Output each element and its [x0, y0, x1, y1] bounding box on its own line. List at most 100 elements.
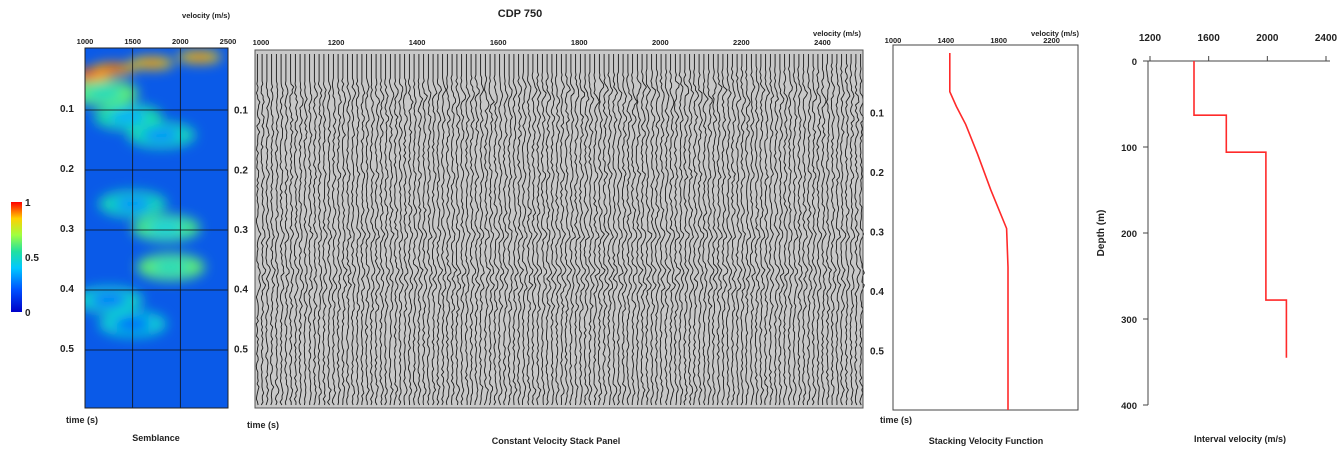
- interval-velocity-x-tick-label: 2400: [1315, 33, 1338, 44]
- cvs-trace: [274, 54, 280, 406]
- semblance-peak-core: [147, 220, 185, 236]
- cvs-x-tick-label: 1400: [409, 38, 426, 47]
- cvs-trace: [279, 54, 285, 406]
- interval-velocity-x-tick-label: 1200: [1139, 33, 1162, 44]
- cvs-trace: [474, 54, 481, 406]
- cvs-trace: [612, 54, 619, 406]
- cvs-ylabel: time (s): [247, 420, 279, 430]
- cvs-trace: [426, 54, 433, 406]
- cvs-trace: [303, 54, 308, 406]
- interval-velocity-y-tick-label: 300: [1121, 315, 1137, 326]
- stacking-velocity-x-tick-label: 1000: [885, 36, 902, 45]
- interval-velocity-ylabel: Depth (m): [1096, 210, 1107, 257]
- cvs-trace: [659, 54, 667, 406]
- cvs-trace: [802, 54, 809, 406]
- cvs-trace: [369, 54, 376, 406]
- cvs-x-tick-label: 2200: [733, 38, 750, 47]
- interval-velocity-line: [1193, 61, 1288, 358]
- cvs-trace: [816, 54, 823, 406]
- cvs-trace: [783, 54, 790, 406]
- cvs-x-tick-label: 1600: [490, 38, 507, 47]
- semblance-y-tick-label: 0.1: [60, 104, 74, 115]
- cvs-trace: [749, 54, 756, 406]
- semblance-grid: [85, 48, 228, 408]
- cvs-trace: [412, 54, 420, 406]
- stacking-velocity-y-tick-label: 0.4: [870, 287, 884, 298]
- cvs-trace: [488, 54, 495, 406]
- cvs-trace: [260, 54, 267, 406]
- semblance-x-tick-label: 1500: [124, 37, 141, 46]
- cvs-trace: [745, 54, 752, 406]
- cvs-trace: [293, 54, 300, 406]
- cvs-x-tick-label: 1800: [571, 38, 588, 47]
- cvs-y-ticks: 0.1 0.2 0.3 0.4 0.5: [234, 106, 248, 356]
- cvs-trace: [422, 54, 429, 406]
- cvs-trace: [512, 54, 519, 406]
- cvs-trace: [255, 54, 262, 406]
- cvs-trace: [502, 54, 509, 406]
- cvs-trace: [322, 54, 328, 406]
- stacking-velocity-x-tick-label: 1800: [990, 36, 1007, 45]
- cvs-trace: [493, 54, 500, 406]
- colorbar-max-label: 1: [25, 198, 31, 209]
- semblance-peak-core: [109, 109, 147, 125]
- cvs-trace: [597, 54, 606, 406]
- stacking-velocity-y-tick-label: 0.1: [870, 109, 884, 120]
- cvs-trace: [707, 54, 715, 406]
- cvs-trace: [521, 54, 528, 406]
- semblance-peak-core: [85, 85, 123, 101]
- cvs-trace: [407, 54, 414, 406]
- cvs-trace: [346, 54, 352, 406]
- interval-velocity-panel: 1200 1600 2000 2400 0 100 200 300 400 Depth (m)…: [1096, 33, 1338, 444]
- interval-velocity-x-ticks: 1200 1600 2000 2400: [1139, 33, 1338, 61]
- cvs-trace: [716, 54, 723, 406]
- stacking-velocity-x-ticks: 1000 1400 1800 2200: [885, 36, 1060, 45]
- cvs-trace: [393, 54, 400, 406]
- cvs-y-tick-label: 0.3: [234, 225, 248, 236]
- cvs-trace: [650, 54, 657, 406]
- semblance-peak-core: [101, 65, 126, 73]
- cvs-trace: [768, 54, 775, 405]
- cvs-trace: [830, 54, 837, 406]
- semblance-peak-core: [152, 259, 190, 275]
- cvs-trace: [735, 54, 743, 406]
- cvs-wiggle-traces: [255, 54, 865, 406]
- cvs-trace: [564, 54, 573, 406]
- cvs-trace: [621, 54, 628, 406]
- cvs-trace: [517, 54, 525, 406]
- semblance-peak-core: [85, 71, 102, 79]
- cvs-trace: [825, 54, 833, 406]
- semblance-title: Semblance: [132, 433, 180, 443]
- stacking-velocity-title: Stacking Velocity Function: [929, 436, 1044, 446]
- cvs-title: Constant Velocity Stack Panel: [492, 436, 621, 446]
- cvs-trace: [536, 54, 543, 406]
- cvs-trace: [683, 54, 690, 406]
- semblance-panel: velocity (m/s) 1000 1500 2000 2500 0.10.20.…: [60, 11, 236, 443]
- interval-velocity-y-tick-label: 400: [1121, 401, 1137, 412]
- cvs-trace: [308, 54, 314, 405]
- cvs-trace: [526, 54, 534, 406]
- cvs-trace: [764, 54, 771, 406]
- cvs-trace: [540, 54, 548, 406]
- cvs-trace: [507, 54, 514, 406]
- cvs-trace: [360, 54, 366, 406]
- cvs-trace: [626, 54, 633, 406]
- cvs-trace: [859, 54, 865, 406]
- cvs-trace: [664, 54, 672, 406]
- cvs-trace: [730, 54, 738, 406]
- cvs-trace: [844, 54, 851, 406]
- cvs-trace: [464, 54, 471, 406]
- cvs-trace: [555, 54, 562, 406]
- cvs-x-ticks: 1000 1200 1400 1600 1800 2000 2200 2400: [253, 38, 831, 47]
- semblance-x-tick-label: 2500: [220, 37, 237, 46]
- cvs-panel: velocity (m/s) 1000 1200 1400 1600 1800 2000 2…: [234, 29, 865, 446]
- cvs-trace: [550, 54, 558, 406]
- cvs-x-tick-label: 1200: [328, 38, 345, 47]
- semblance-y-tick-label: 0.5: [60, 344, 74, 355]
- cvs-trace: [574, 54, 581, 406]
- semblance-y-tick-label: 0.2: [60, 164, 74, 175]
- cvs-trace: [583, 54, 591, 406]
- cvs-trace: [654, 54, 662, 406]
- cvs-trace: [402, 54, 409, 406]
